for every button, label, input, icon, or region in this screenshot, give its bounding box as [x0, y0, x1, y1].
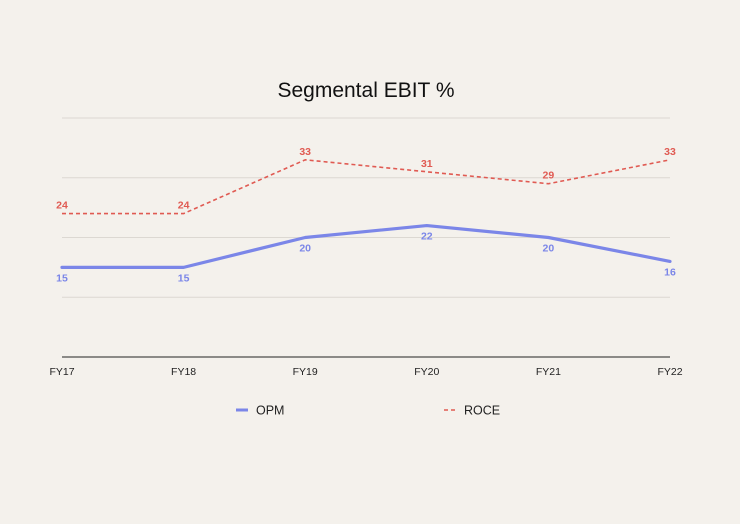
data-label-roce: 33: [299, 146, 311, 158]
data-label-opm: 15: [178, 272, 190, 284]
data-label-roce: 24: [178, 200, 190, 212]
data-label-roce: 29: [543, 170, 555, 182]
data-label-opm: 22: [421, 231, 433, 243]
series-layer: [60, 159, 672, 269]
x-tick-label: FY20: [414, 366, 439, 378]
data-label-opm: 20: [543, 243, 555, 255]
legend-label-roce: ROCE: [464, 404, 500, 418]
gridlines: [62, 117, 670, 298]
data-label-opm: 15: [56, 272, 68, 284]
x-tick-label: FY19: [293, 366, 318, 378]
x-tick-label: FY21: [536, 366, 561, 378]
x-tick-label: FY18: [171, 366, 196, 378]
chart-title: Segmental EBIT %: [277, 79, 454, 102]
data-label-roce: 31: [421, 158, 433, 170]
series-line-roce: [62, 159, 671, 215]
data-labels: 24 24 33 31 29 33 15 15 20 22 20 16: [56, 146, 676, 285]
legend: OPM ROCE: [236, 404, 500, 418]
x-tick-label: FY17: [49, 366, 74, 378]
legend-label-opm: OPM: [256, 404, 284, 418]
data-label-roce: 24: [56, 200, 68, 212]
data-label-roce: 33: [664, 146, 676, 158]
data-label-opm: 20: [299, 243, 311, 255]
data-label-opm: 16: [664, 266, 676, 278]
x-tick-label: FY22: [657, 366, 682, 378]
x-tick-labels: FY17 FY18 FY19 FY20 FY21 FY22: [49, 366, 682, 378]
series-line-opm: [60, 223, 672, 269]
